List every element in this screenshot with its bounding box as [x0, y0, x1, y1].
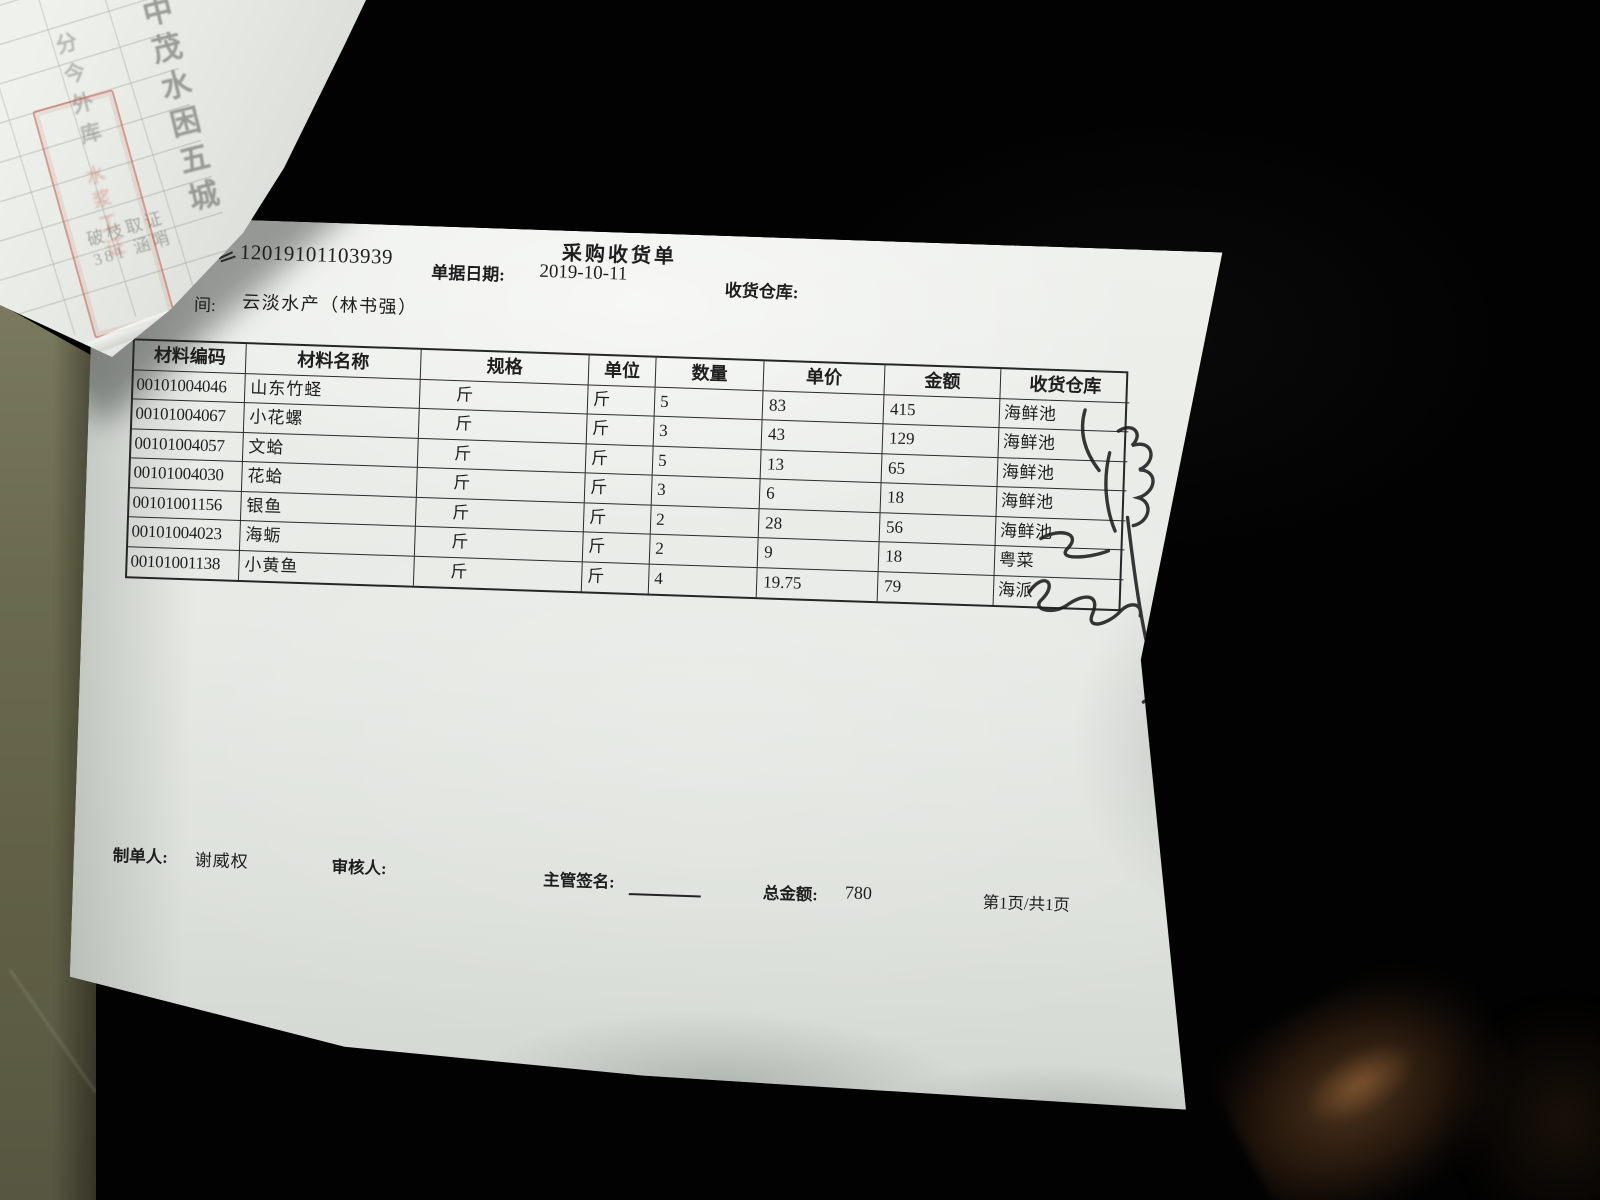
cell-price: 6 [760, 479, 882, 512]
cell-code: 00101004046 [133, 370, 246, 403]
items-table: 材料编码 材料名称 规格 单位 数量 单价 金额 收货仓库 0010100404… [125, 338, 1128, 611]
cell-qty: 5 [655, 387, 764, 420]
cell-name: 小黄鱼 [239, 550, 415, 585]
cell-amount: 415 [883, 395, 1000, 428]
receipt-paper: 采购收货单 12019101103939 单据日期: 2019-10-11 收货… [66, 215, 1230, 1132]
cell-unit: 斤 [584, 503, 652, 535]
cell-qty: 3 [654, 417, 763, 450]
signature-underline [629, 893, 701, 897]
maker-label: 制单人: [112, 845, 169, 867]
cell-amount: 79 [878, 572, 995, 605]
cell-qty: 5 [653, 446, 762, 479]
cell-unit: 斤 [588, 385, 656, 417]
doc-number: 12019101103939 [239, 239, 394, 269]
cell-price: 19.75 [757, 568, 879, 601]
cell-code: 00101004023 [128, 517, 241, 550]
cell-qty: 2 [651, 505, 760, 538]
cell-code: 00101004030 [130, 458, 243, 491]
signature-scribble [1009, 396, 1250, 733]
cell-amount: 18 [879, 542, 996, 575]
maker-value: 谢威权 [194, 850, 249, 872]
header-cell-price: 单价 [764, 361, 886, 394]
cell-code: 00101001138 [127, 547, 240, 580]
header-cell-unit: 单位 [589, 355, 657, 387]
cell-amount: 129 [883, 424, 1000, 457]
cell-price: 28 [759, 509, 881, 542]
stamp-text: 水浆工证 [80, 163, 128, 265]
page-indicator: 第1页/共1页 [982, 892, 1071, 915]
date-value: 2019-10-11 [539, 260, 628, 285]
supplier-value: 云淡水产（林书强） [241, 291, 418, 318]
cell-price: 83 [763, 391, 885, 424]
warehouse-label: 收货仓库: [724, 280, 799, 303]
total-label: 总金额: [762, 883, 819, 905]
supplier-label: 间: [193, 295, 217, 316]
cell-unit: 斤 [586, 444, 654, 476]
cell-qty: 4 [649, 564, 758, 597]
cell-qty: 3 [652, 476, 761, 509]
cell-price: 43 [762, 420, 884, 453]
cell-amount: 18 [881, 483, 998, 516]
cell-code: 00101004067 [132, 399, 245, 432]
date-label: 单据日期: [430, 263, 506, 285]
surface-scratch [8, 969, 96, 1094]
cell-qty: 2 [650, 535, 759, 568]
total-value: 780 [844, 882, 873, 904]
cell-unit: 斤 [585, 473, 653, 505]
cell-code: 00101004057 [131, 429, 244, 462]
cell-price: 9 [758, 538, 880, 571]
finger-dim-blob [1455, 1000, 1600, 1200]
reviewer-label: 审核人: [331, 857, 387, 879]
cell-unit: 斤 [587, 414, 655, 446]
cell-price: 13 [761, 450, 883, 483]
supervisor-label: 主管签名: [542, 870, 615, 892]
header-cell-qty: 数量 [656, 358, 765, 391]
pen-tick-mark [217, 249, 238, 269]
cell-amount: 56 [880, 513, 997, 546]
cell-unit: 斤 [582, 562, 650, 594]
header-cell-amount: 金额 [884, 365, 1001, 398]
cell-amount: 65 [882, 454, 999, 487]
cell-code: 00101001156 [129, 488, 242, 521]
cell-spec: 斤 [414, 556, 583, 591]
header-cell-code: 材料编码 [134, 340, 247, 373]
cell-unit: 斤 [583, 532, 651, 564]
